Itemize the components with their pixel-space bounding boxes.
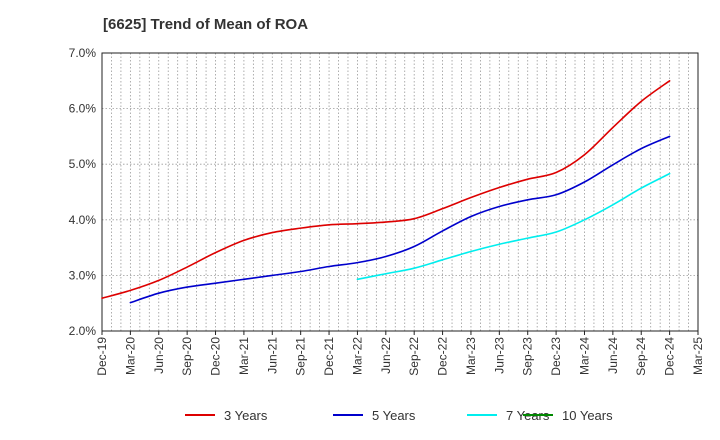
grid-lines <box>102 53 698 331</box>
series-lines <box>101 80 671 304</box>
x-tick-label: Jun-24 <box>606 337 620 374</box>
x-tick-label: Mar-22 <box>350 337 364 375</box>
x-tick-label: Dec-23 <box>549 337 563 376</box>
x-tick-label: Mar-25 <box>691 337 705 375</box>
series-line-5-years <box>129 135 671 304</box>
legend-label-10-years: 10 Years <box>562 408 613 423</box>
x-tick-label: Mar-21 <box>237 337 251 375</box>
series-line-7-years <box>356 172 671 281</box>
x-tick-label: Dec-20 <box>209 337 223 376</box>
x-tick-label: Dec-22 <box>436 337 450 376</box>
y-tick-label: 3.0% <box>69 268 97 282</box>
x-tick-label: Jun-20 <box>152 337 166 374</box>
legend: 3 Years 5 Years 7 Years 10 Years <box>185 408 613 423</box>
legend-label-3-years: 3 Years <box>224 408 268 423</box>
x-tick-label: Sep-20 <box>180 337 194 376</box>
y-tick-label: 6.0% <box>69 102 97 116</box>
y-tick-label: 4.0% <box>69 213 97 227</box>
x-tick-label: Sep-22 <box>407 337 421 376</box>
plot-frame <box>101 52 699 332</box>
y-axis-ticks: 2.0% 3.0% 4.0% 5.0% 6.0% 7.0% <box>69 46 97 338</box>
x-tick-label: Dec-19 <box>95 337 109 376</box>
x-tick-label: Mar-23 <box>464 337 478 375</box>
x-axis-ticks: Dec-19 Mar-20 Jun-20 Sep-20 Dec-20 Mar-21 Jun-… <box>95 331 705 376</box>
x-tick-label: Mar-20 <box>123 337 137 375</box>
y-tick-label: 5.0% <box>69 157 97 171</box>
chart-title: [6625] Trend of Mean of ROA <box>103 16 308 33</box>
legend-label-5-years: 5 Years <box>372 408 416 423</box>
x-tick-label: Mar-24 <box>577 337 591 375</box>
x-tick-label: Jun-21 <box>265 337 279 374</box>
x-tick-label: Jun-23 <box>492 337 506 374</box>
x-tick-label: Dec-24 <box>663 337 677 376</box>
x-tick-label: Dec-21 <box>322 337 336 376</box>
x-tick-label: Sep-21 <box>294 337 308 376</box>
y-tick-label: 2.0% <box>69 324 97 338</box>
x-tick-label: Sep-23 <box>521 337 535 376</box>
y-tick-label: 7.0% <box>69 46 97 60</box>
series-line-3-years <box>101 80 671 299</box>
x-tick-label: Sep-24 <box>634 337 648 376</box>
x-tick-label: Jun-22 <box>379 337 393 374</box>
